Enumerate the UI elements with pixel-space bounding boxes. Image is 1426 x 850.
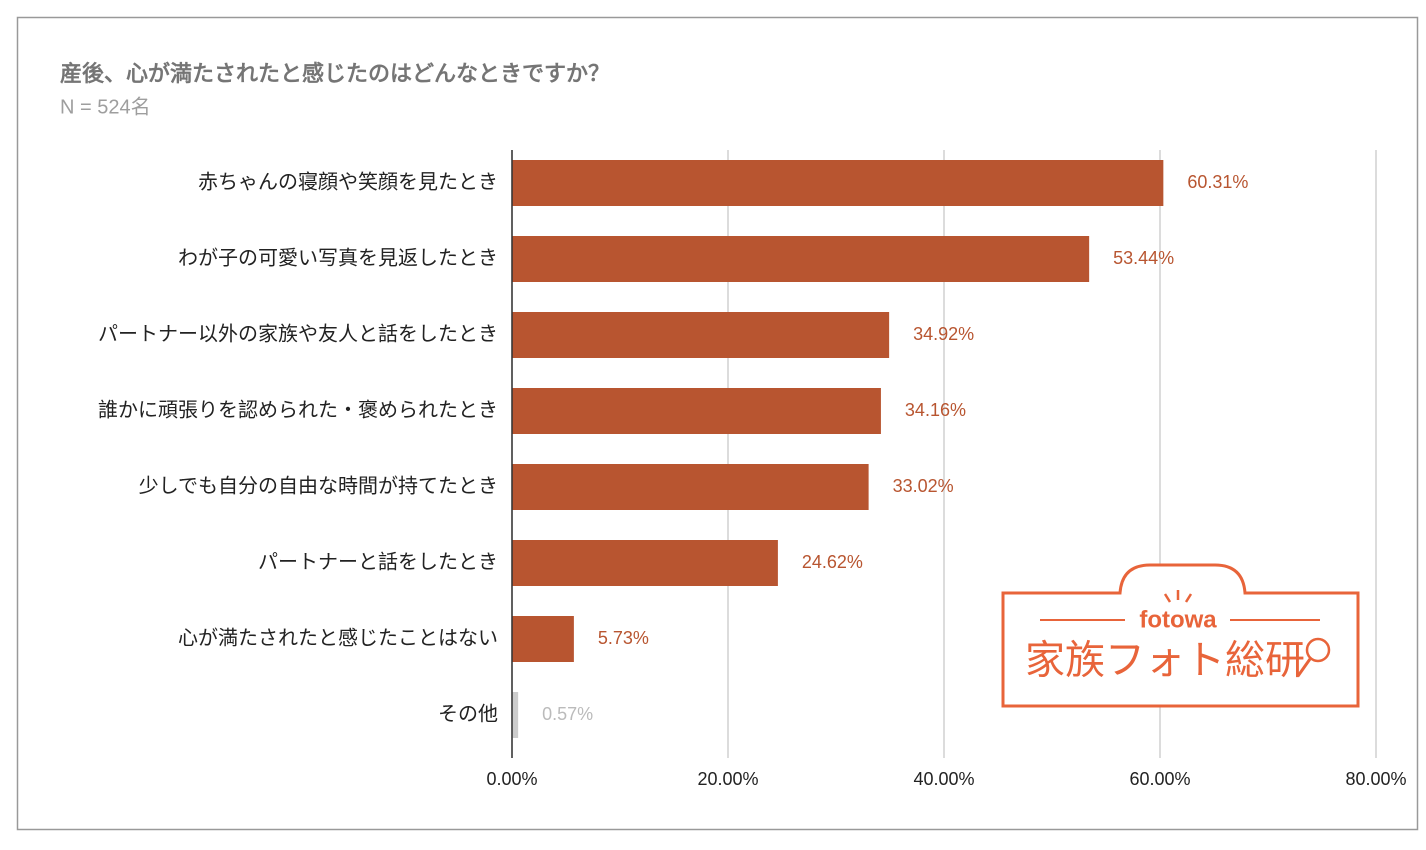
x-tick-label: 60.00% [1129,769,1190,789]
bar [512,388,881,434]
y-tick-label: パートナー以外の家族や友人と話をしたとき [98,322,498,345]
logo-lens [1305,637,1331,663]
y-tick-label: 誰かに頑張りを認められた・褒められたとき [98,398,498,421]
logo-text: 家族フォト総研 [1025,639,1305,683]
x-tick-label: 40.00% [913,769,974,789]
bar [512,464,869,510]
bar [512,312,890,358]
bar [512,160,1164,206]
value-label: 24.62% [802,552,863,572]
chart-subtitle: N = 524名 [60,95,151,118]
value-label: 53.44% [1113,248,1174,268]
value-label: 34.92% [913,324,974,344]
bar [512,236,1090,282]
plot: 0.00% 20.00% 40.00% 60.00% 80.00% 赤ちゃんの寝顔や笑顔を… [98,150,1407,789]
value-label: 33.02% [893,476,954,496]
logo-rays [1163,590,1193,603]
logo-handle [1296,658,1312,677]
x-tick-label: 20.00% [697,769,758,789]
bar [512,692,519,738]
y-tick-label: 心が満たされたと感じたことはない [178,626,498,649]
x-tick-label: 0.00% [486,769,537,789]
logo-frame [1001,563,1360,708]
value-label: 0.57% [542,704,593,724]
y-tick-label: わが子の可愛い写真を見返したとき [178,246,498,269]
value-label: 34.16% [905,400,966,420]
logo-brand: fotowa [1139,606,1217,633]
value-label: 60.31% [1187,172,1248,192]
bar [512,540,778,586]
x-tick-label: 80.00% [1345,769,1406,789]
value-label: 5.73% [598,628,649,648]
y-tick-label: 少しでも自分の自由な時間が持てたとき [139,474,498,497]
y-tick-label: その他 [438,702,498,725]
bar [512,616,574,662]
y-tick-label: パートナーと話をしたとき [258,550,498,573]
y-tick-label: 赤ちゃんの寝顔や笑顔を見たとき [198,170,498,193]
chart-title: 産後、心が満たされたと感じたのはどんなときですか？ [60,61,610,86]
logo: fotowa 家族フォト総研 [1001,563,1360,708]
